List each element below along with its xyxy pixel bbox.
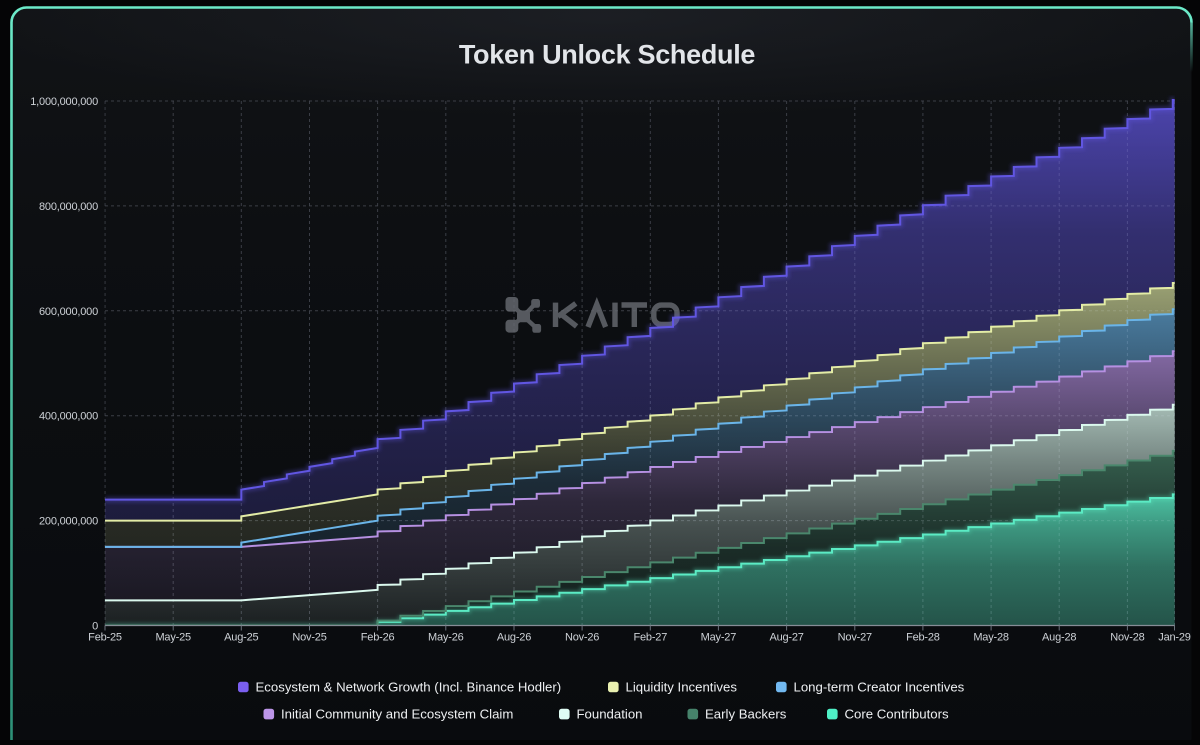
svg-text:Token Unlock Schedule: Token Unlock Schedule <box>459 40 756 70</box>
svg-text:May-27: May-27 <box>701 632 737 644</box>
svg-text:Initial Community and Ecosyste: Initial Community and Ecosystem Claim <box>281 706 513 721</box>
svg-text:Long-term Creator Incentives: Long-term Creator Incentives <box>794 679 965 694</box>
svg-text:400,000,000: 400,000,000 <box>39 411 98 423</box>
svg-text:Feb-27: Feb-27 <box>633 632 667 644</box>
svg-text:May-28: May-28 <box>973 632 1009 644</box>
svg-text:600,000,000: 600,000,000 <box>39 306 98 318</box>
svg-text:Aug-27: Aug-27 <box>769 632 803 644</box>
svg-text:Nov-27: Nov-27 <box>838 632 872 644</box>
svg-text:May-26: May-26 <box>428 632 464 644</box>
svg-text:Ecosystem & Network Growth (In: Ecosystem & Network Growth (Incl. Binanc… <box>256 679 562 694</box>
svg-text:1,000,000,000: 1,000,000,000 <box>30 96 98 108</box>
svg-text:Core Contributors: Core Contributors <box>845 706 949 721</box>
svg-text:Aug-26: Aug-26 <box>497 632 531 644</box>
svg-text:Feb-25: Feb-25 <box>88 632 122 644</box>
svg-text:Early Backers: Early Backers <box>705 706 787 721</box>
svg-text:Jan-29: Jan-29 <box>1158 632 1191 644</box>
svg-text:800,000,000: 800,000,000 <box>39 201 98 213</box>
svg-text:Aug-28: Aug-28 <box>1042 632 1076 644</box>
svg-text:Feb-28: Feb-28 <box>906 632 940 644</box>
svg-text:Nov-26: Nov-26 <box>565 632 599 644</box>
svg-text:Nov-25: Nov-25 <box>292 632 326 644</box>
svg-text:Liquidity Incentives: Liquidity Incentives <box>626 679 738 694</box>
svg-text:Nov-28: Nov-28 <box>1110 632 1144 644</box>
svg-text:Foundation: Foundation <box>577 706 643 721</box>
svg-text:200,000,000: 200,000,000 <box>39 516 98 528</box>
svg-text:Aug-25: Aug-25 <box>224 632 258 644</box>
svg-text:May-25: May-25 <box>155 632 191 644</box>
svg-text:0: 0 <box>92 621 98 633</box>
svg-text:Feb-26: Feb-26 <box>361 632 395 644</box>
